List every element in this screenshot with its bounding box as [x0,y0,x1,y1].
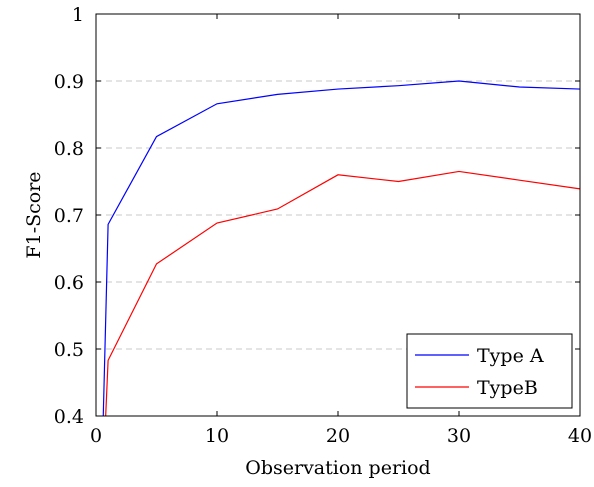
x-axis-title: Observation period [245,457,430,479]
y-tick-label-3: 0.7 [54,205,84,227]
y-tick-label-2: 0.6 [54,272,84,294]
y-tick-label-1: 0.5 [54,339,84,361]
series-lines [102,80,581,417]
y-tick-label-4: 0.8 [54,138,84,160]
y-tick-label-6: 1 [72,4,84,26]
series-line-1 [105,170,581,417]
x-tick-label-4: 40 [568,425,592,447]
x-tick-label-0: 0 [90,425,102,447]
grid-lines [96,80,580,350]
x-tick-label-1: 10 [205,425,229,447]
y-axis-title: F1-Score [23,171,45,258]
x-tick-label-3: 30 [447,425,471,447]
legend: Type A TypeB [406,333,573,409]
y-tick-label-5: 0.9 [54,71,84,93]
legend-label-typeb: TypeB [477,377,538,399]
series-line-0 [102,80,581,417]
legend-label-type-a: Type A [477,345,544,367]
legend-box [406,333,573,409]
x-tick-label-2: 20 [326,425,350,447]
axis-ticks: 0 10 20 30 40 0.4 0.5 0.6 0.7 0.8 0.9 1 [54,4,592,447]
y-tick-label-0: 0.4 [54,406,84,428]
